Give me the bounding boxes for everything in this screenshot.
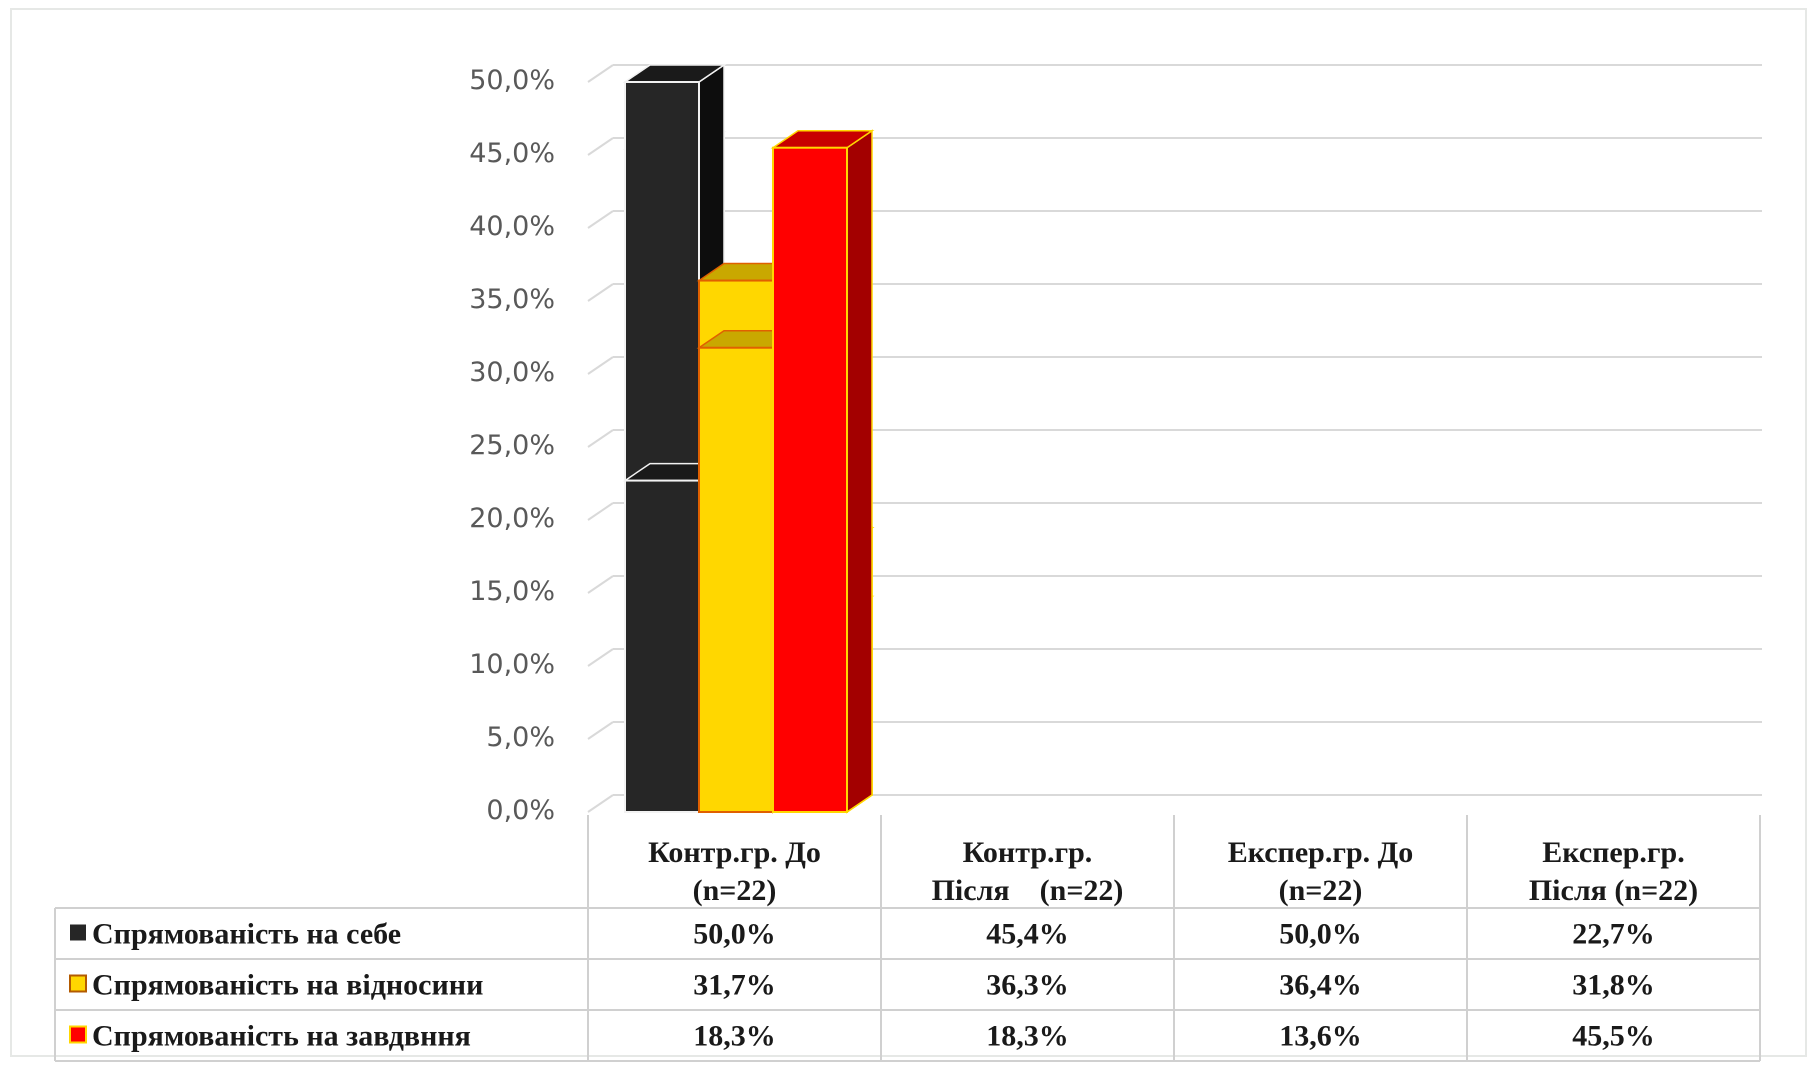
gridline-diagonal [587, 210, 614, 229]
y-tick-label: 40,0% [469, 211, 555, 242]
gridline-diagonal [587, 429, 614, 448]
x-category-label: (n=22) [693, 874, 777, 907]
gridline-diagonal [587, 794, 614, 813]
data-label: 50,0% [1279, 918, 1362, 951]
gridline-diagonal [587, 356, 614, 375]
data-table [54, 815, 1761, 1062]
gridline-diagonal [587, 575, 614, 594]
data-label: 36,3% [986, 969, 1069, 1002]
data-label: 31,8% [1572, 969, 1655, 1002]
data-label: 45,5% [1572, 1020, 1655, 1053]
data-label: 18,3% [693, 1020, 776, 1053]
data-label: 13,6% [1279, 1020, 1362, 1053]
y-tick-label: 45,0% [469, 138, 555, 169]
legend-label: Спрямованість на завдвння [92, 1020, 471, 1053]
x-category-label: Після (n=22) [932, 874, 1124, 907]
gridline-diagonal [587, 283, 614, 302]
gridline-diagonal [587, 502, 614, 521]
data-label: 45,4% [986, 918, 1069, 951]
chart-frame [10, 8, 1807, 1057]
data-label: 36,4% [1279, 969, 1362, 1002]
legend-key [69, 1025, 87, 1044]
bar-front [624, 479, 700, 813]
y-tick-label: 35,0% [469, 284, 555, 315]
bar-side [846, 129, 873, 814]
x-category-label: Експер.гр. До [1228, 836, 1414, 869]
y-tick-label: 20,0% [469, 503, 555, 534]
legend-label: Спрямованість на відносини [92, 969, 483, 1002]
data-label: 50,0% [693, 918, 776, 951]
data-label: 31,7% [693, 969, 776, 1002]
y-tick-label: 25,0% [469, 430, 555, 461]
gridline-diagonal [587, 648, 614, 667]
x-category-label: Контр.гр. [963, 836, 1093, 869]
y-tick-label: 50,0% [469, 65, 555, 96]
gridline-diagonal [587, 137, 614, 156]
bar [770, 129, 875, 814]
y-tick-label: 15,0% [469, 576, 555, 607]
bar-front [698, 346, 774, 813]
bar-front [772, 146, 848, 813]
data-label: 18,3% [986, 1020, 1069, 1053]
legend-key [69, 974, 87, 993]
y-tick-label: 10,0% [469, 649, 555, 680]
legend-key [70, 924, 86, 941]
x-category-label: (n=22) [1279, 874, 1363, 907]
gridline-diagonal [587, 721, 614, 740]
y-tick-label: 0,0% [486, 795, 555, 826]
x-category-label: Експер.гр. [1542, 836, 1684, 869]
y-tick-label: 30,0% [469, 357, 555, 388]
gridline-diagonal [587, 64, 614, 83]
x-category-label: Після (n=22) [1529, 874, 1698, 907]
data-label: 22,7% [1572, 918, 1655, 951]
x-category-label: Контр.гр. До [648, 836, 821, 869]
legend-label: Спрямованість на себе [92, 918, 401, 951]
y-tick-label: 5,0% [486, 722, 555, 753]
